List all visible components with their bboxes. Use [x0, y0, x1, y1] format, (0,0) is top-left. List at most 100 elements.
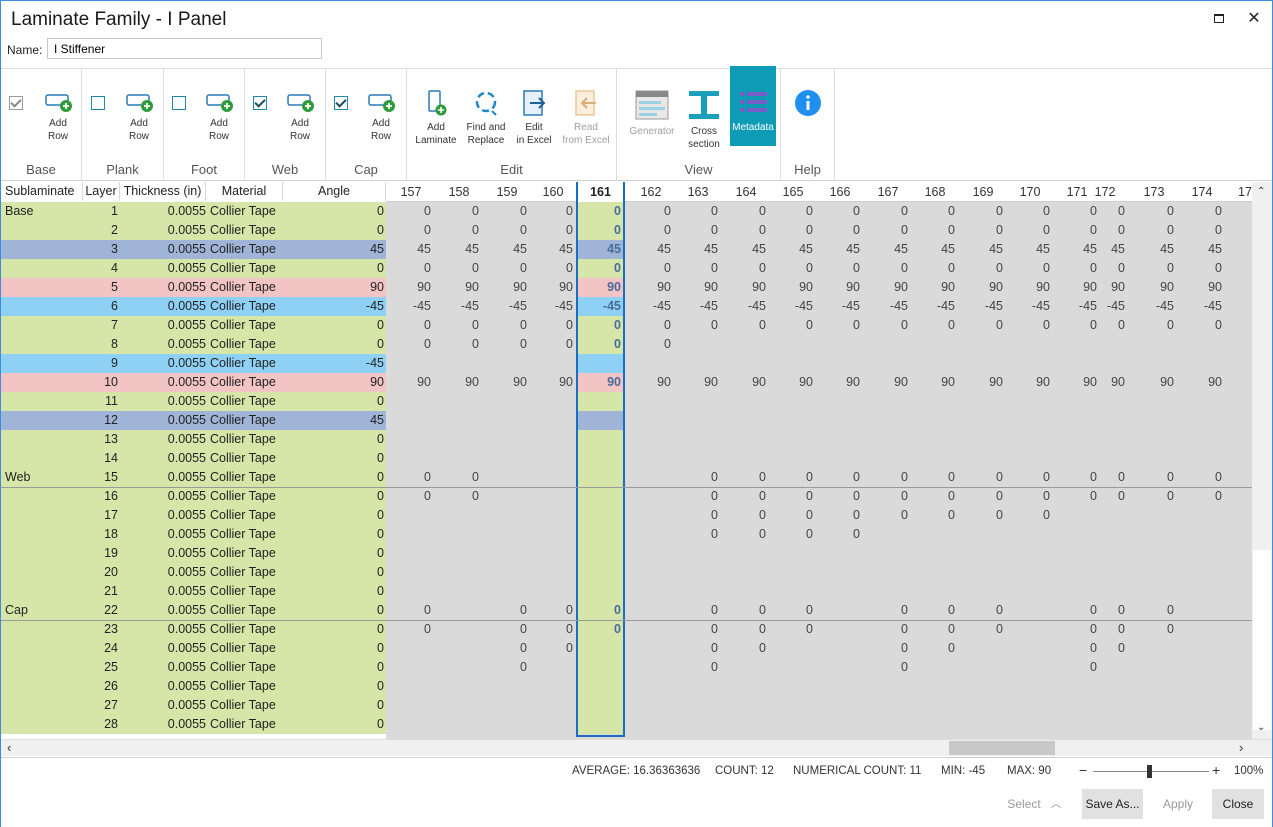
selected-column-cell[interactable]: [578, 297, 623, 316]
grid-cell[interactable]: 45: [513, 242, 527, 256]
grid-cell[interactable]: 90: [513, 280, 527, 294]
grid-cell[interactable]: 0: [759, 223, 766, 237]
grid-cell[interactable]: [1067, 335, 1097, 354]
grid-cell[interactable]: 0: [664, 204, 671, 218]
edit-in-excel-button[interactable]: Edit in Excel: [513, 89, 555, 147]
grid-cell[interactable]: [783, 658, 813, 677]
grid-cell[interactable]: 0: [901, 489, 908, 503]
grid-cell[interactable]: 0: [472, 204, 479, 218]
grid-cell[interactable]: 0: [520, 223, 527, 237]
grid-cell[interactable]: 0: [853, 223, 860, 237]
grid-cell[interactable]: 0: [1043, 223, 1050, 237]
selected-column-cell[interactable]: [578, 430, 623, 449]
grid-cell[interactable]: 90: [657, 375, 671, 389]
grid-cell[interactable]: 90: [704, 375, 718, 389]
selected-column-cell[interactable]: [578, 639, 623, 658]
grid-cell[interactable]: -45: [652, 299, 671, 313]
grid-cell[interactable]: 0: [806, 318, 813, 332]
grid-cell[interactable]: [543, 468, 573, 487]
grid-cell[interactable]: 0: [1118, 470, 1125, 484]
grid-cell[interactable]: 0: [1090, 261, 1097, 275]
grid-cell[interactable]: [1192, 335, 1222, 354]
thickness-cell[interactable]: 0.0055: [167, 261, 206, 275]
grid-cell[interactable]: [973, 354, 1003, 373]
grid-cell[interactable]: [688, 335, 718, 354]
grid-cell[interactable]: 90: [417, 280, 431, 294]
grid-cell[interactable]: -45: [1106, 299, 1125, 313]
grid-cell[interactable]: 90: [752, 375, 766, 389]
layer-cell[interactable]: 23: [104, 622, 118, 636]
selected-column-cell[interactable]: [578, 582, 623, 601]
thickness-cell[interactable]: 0.0055: [167, 394, 206, 408]
grid-cell[interactable]: 90: [465, 375, 479, 389]
help-button[interactable]: [792, 89, 824, 121]
grid-cell[interactable]: 90: [894, 375, 908, 389]
grid-cell[interactable]: 90: [559, 375, 573, 389]
close-button[interactable]: Close: [1212, 789, 1264, 819]
grid-cell[interactable]: 0: [711, 622, 718, 636]
base-checkbox[interactable]: [9, 96, 23, 110]
material-cell[interactable]: Collier Tape: [210, 299, 276, 313]
material-cell[interactable]: Collier Tape: [210, 223, 276, 237]
grid-cell[interactable]: [543, 658, 573, 677]
selected-column-cell[interactable]: [578, 525, 623, 544]
grid-cell[interactable]: 0: [424, 489, 431, 503]
grid-cell[interactable]: 0: [759, 622, 766, 636]
grid-cell[interactable]: 90: [704, 280, 718, 294]
grid-cell[interactable]: 0: [1167, 318, 1174, 332]
grid-cell[interactable]: 90: [752, 280, 766, 294]
grid-cell[interactable]: [1020, 335, 1050, 354]
grid-cell[interactable]: 90: [417, 375, 431, 389]
grid-cell[interactable]: 0: [566, 622, 573, 636]
grid-cell[interactable]: [1020, 354, 1050, 373]
grid-cell[interactable]: 0: [759, 603, 766, 617]
selected-column-cell[interactable]: [578, 373, 623, 392]
grid-cell[interactable]: 0: [1090, 641, 1097, 655]
grid-cell[interactable]: 0: [948, 318, 955, 332]
angle-cell[interactable]: 0: [377, 527, 384, 541]
grid-cell[interactable]: 0: [614, 204, 621, 218]
layer-cell[interactable]: 12: [104, 413, 118, 427]
grid-cell[interactable]: 45: [989, 242, 1003, 256]
angle-cell[interactable]: 0: [377, 641, 384, 655]
grid-cell[interactable]: [449, 658, 479, 677]
grid-cell[interactable]: 0: [759, 508, 766, 522]
grid-cell[interactable]: [878, 335, 908, 354]
grid-cell[interactable]: 0: [472, 318, 479, 332]
grid-cell[interactable]: 45: [417, 242, 431, 256]
layer-cell[interactable]: 2: [111, 223, 118, 237]
scrollbar-thumb[interactable]: [1253, 550, 1271, 730]
layer-cell[interactable]: 15: [104, 470, 118, 484]
grid-cell[interactable]: 0: [566, 261, 573, 275]
angle-cell[interactable]: 0: [377, 489, 384, 503]
grid-cell[interactable]: [925, 525, 955, 544]
grid-cell[interactable]: 0: [1118, 603, 1125, 617]
grid-cell[interactable]: [830, 658, 860, 677]
grid-cell[interactable]: [449, 506, 479, 525]
table-row[interactable]: 6 0.0055 Collier Tape -45: [1, 297, 386, 316]
selected-column-cell[interactable]: [578, 221, 623, 240]
thickness-cell[interactable]: 0.0055: [167, 432, 206, 446]
grid-cell[interactable]: 0: [711, 527, 718, 541]
grid-cell[interactable]: 90: [1160, 375, 1174, 389]
material-cell[interactable]: Collier Tape: [210, 204, 276, 218]
grid-cell[interactable]: 0: [901, 204, 908, 218]
column-header[interactable]: 171: [1066, 185, 1088, 199]
sublaminate-cell[interactable]: Cap: [5, 603, 28, 617]
selected-column-cell[interactable]: [578, 506, 623, 525]
grid-cell[interactable]: [830, 620, 860, 639]
grid-cell[interactable]: 0: [853, 204, 860, 218]
grid-cell[interactable]: [783, 639, 813, 658]
grid-cell[interactable]: 90: [1208, 375, 1222, 389]
grid-cell[interactable]: 0: [996, 204, 1003, 218]
grid-cell[interactable]: -45: [602, 299, 621, 313]
grid-cell[interactable]: 0: [806, 622, 813, 636]
thickness-cell[interactable]: 0.0055: [167, 622, 206, 636]
grid-cell[interactable]: [543, 487, 573, 506]
grid-cell[interactable]: 45: [846, 242, 860, 256]
grid-cell[interactable]: 0: [664, 318, 671, 332]
table-row[interactable]: 9 0.0055 Collier Tape -45: [1, 354, 386, 373]
grid-cell[interactable]: 0: [424, 603, 431, 617]
grid-cell[interactable]: [973, 335, 1003, 354]
horizontal-scroll-thumb[interactable]: [949, 741, 1055, 755]
